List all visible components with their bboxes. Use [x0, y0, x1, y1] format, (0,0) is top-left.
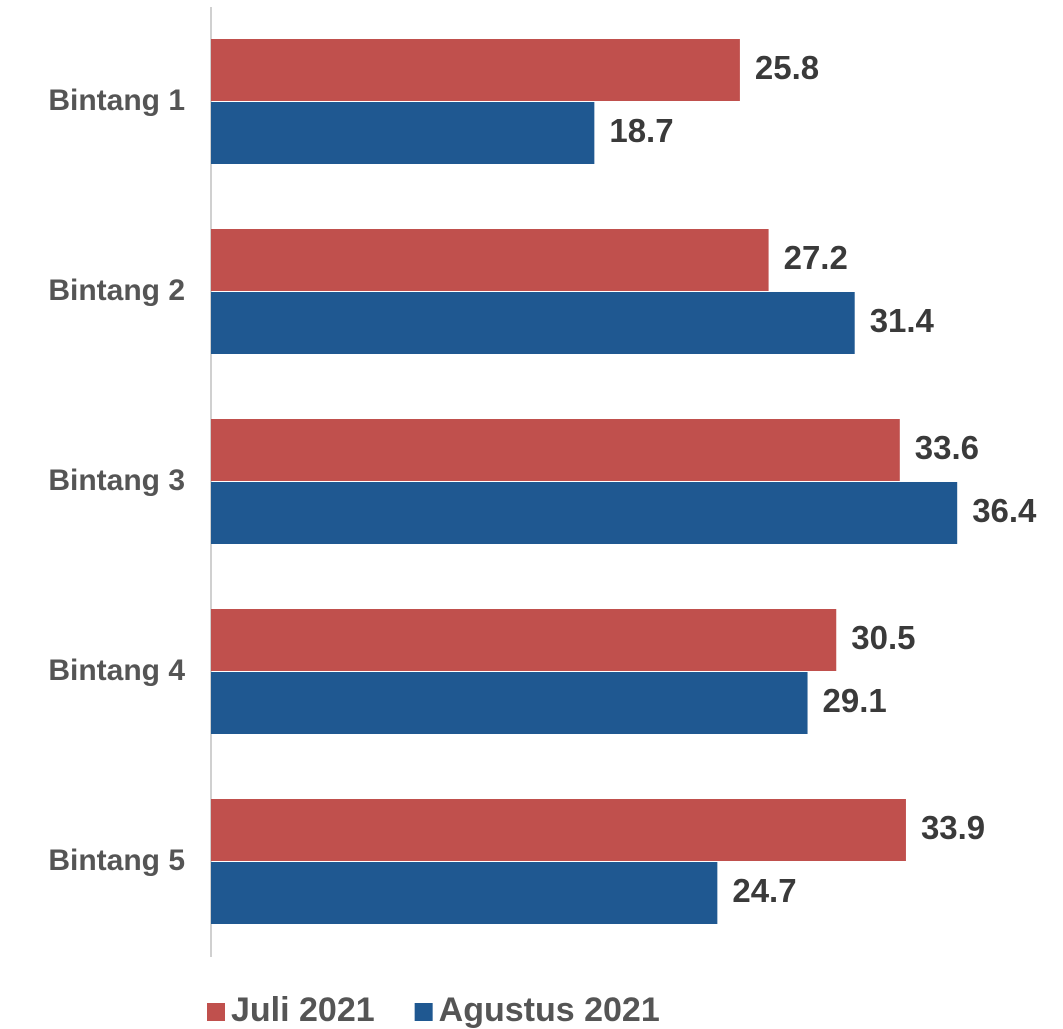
legend-swatch [414, 1003, 433, 1021]
value-label: 25.8 [755, 49, 819, 86]
bar [211, 229, 769, 291]
value-label: 29.1 [823, 682, 887, 719]
value-label: 18.7 [609, 112, 673, 149]
y-tick-label: Bintang 3 [48, 464, 185, 497]
y-tick-label: Bintang 5 [48, 844, 185, 877]
bar [211, 419, 900, 481]
bar [211, 482, 958, 544]
bar [211, 799, 906, 861]
bar [211, 862, 718, 924]
y-tick-label: Bintang 1 [48, 84, 185, 117]
value-label: 30.5 [851, 619, 915, 656]
value-label: 33.6 [915, 429, 979, 466]
value-label: 36.4 [972, 492, 1037, 529]
bar [211, 672, 808, 734]
bar [211, 39, 740, 101]
legend-swatch [207, 1003, 225, 1021]
bar [211, 102, 595, 164]
y-tick-label: Bintang 4 [48, 654, 185, 687]
bar [211, 292, 855, 354]
value-label: 24.7 [732, 872, 796, 909]
legend-label: Juli 2021 [231, 991, 375, 1029]
value-label: 31.4 [870, 302, 935, 339]
legend-label: Agustus 2021 [439, 991, 660, 1029]
value-label: 33.9 [921, 809, 985, 846]
y-tick-label: Bintang 2 [48, 274, 185, 307]
bar [211, 609, 837, 671]
value-label: 27.2 [784, 239, 848, 276]
